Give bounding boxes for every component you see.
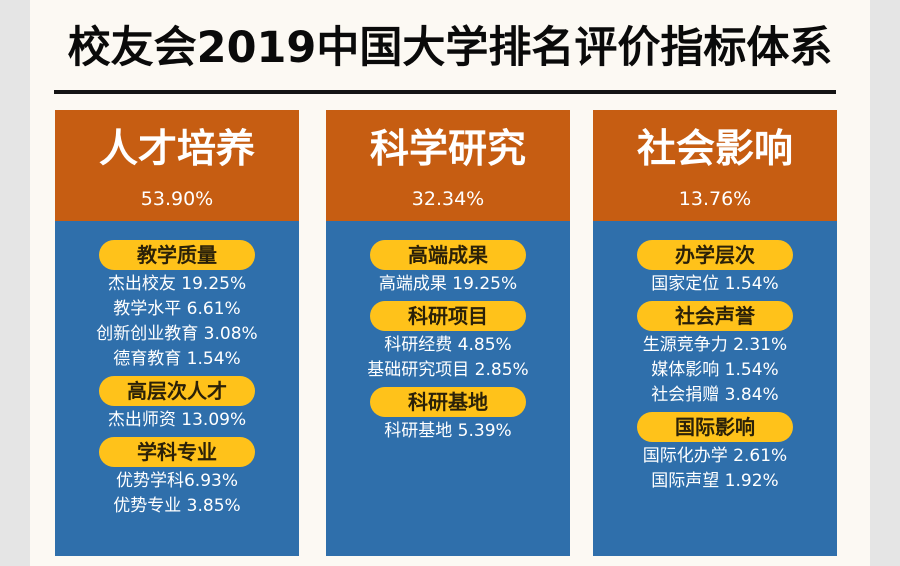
column-title: 人才培养 [98, 127, 255, 172]
column-title: 社会影响 [636, 127, 793, 172]
column-body: 办学层次 国家定位 1.54% 社会声誉 生源竞争力 2.31% 媒体影响 1.… [593, 240, 837, 498]
group-label-badge: 办学层次 [637, 240, 793, 270]
indicator-item: 教学水平 6.61% [113, 299, 241, 319]
slide: 校友会2019中国大学排名评价指标体系 人才培养 53.90% 教学质量 杰出校… [30, 0, 870, 566]
indicator-group: 学科专业 优势学科6.93% 优势专业 3.85% [55, 437, 299, 519]
title-divider [54, 90, 836, 94]
indicator-item: 媒体影响 1.54% [651, 360, 779, 380]
indicator-item: 德育教育 1.54% [113, 349, 241, 369]
indicator-group: 科研基地 科研基地 5.39% [326, 387, 570, 444]
indicator-item: 生源竞争力 2.31% [642, 335, 788, 355]
group-label-badge: 教学质量 [99, 240, 255, 270]
indicator-group: 办学层次 国家定位 1.54% [593, 240, 837, 297]
group-label-badge: 国际影响 [637, 412, 793, 442]
indicator-group: 高层次人才 杰出师资 13.09% [55, 376, 299, 433]
group-label-badge: 科研项目 [370, 301, 526, 331]
indicator-item: 国家定位 1.54% [651, 274, 779, 294]
group-label-badge: 高端成果 [370, 240, 526, 270]
indicator-item: 优势专业 3.85% [113, 496, 241, 516]
indicator-item: 科研基地 5.39% [384, 421, 512, 441]
indicator-group: 教学质量 杰出校友 19.25% 教学水平 6.61% 创新创业教育 3.08%… [55, 240, 299, 372]
indicator-item: 基础研究项目 2.85% [367, 360, 529, 380]
column-scientific-research: 科学研究 32.34% 高端成果 高端成果 19.25% 科研项目 科研经费 4… [326, 110, 570, 556]
column-social-influence: 社会影响 13.76% 办学层次 国家定位 1.54% 社会声誉 生源竞争力 2… [593, 110, 837, 556]
group-label-badge: 科研基地 [370, 387, 526, 417]
page-title: 校友会2019中国大学排名评价指标体系 [67, 23, 833, 73]
column-body: 教学质量 杰出校友 19.25% 教学水平 6.61% 创新创业教育 3.08%… [55, 240, 299, 523]
column-weight: 53.90% [140, 188, 214, 210]
indicator-item: 杰出校友 19.25% [107, 274, 247, 294]
column-weight: 32.34% [411, 188, 485, 210]
group-label-badge: 学科专业 [99, 437, 255, 467]
indicator-group: 高端成果 高端成果 19.25% [326, 240, 570, 297]
column-header: 科学研究 32.34% [326, 110, 570, 221]
column-title: 科学研究 [369, 127, 526, 172]
indicator-item: 高端成果 19.25% [378, 274, 518, 294]
indicator-group: 国际影响 国际化办学 2.61% 国际声望 1.92% [593, 412, 837, 494]
group-label-badge: 社会声誉 [637, 301, 793, 331]
indicator-group: 科研项目 科研经费 4.85% 基础研究项目 2.85% [326, 301, 570, 383]
indicator-item: 科研经费 4.85% [384, 335, 512, 355]
column-weight: 13.76% [678, 188, 752, 210]
indicator-item: 社会捐赠 3.84% [651, 385, 779, 405]
indicator-group: 社会声誉 生源竞争力 2.31% 媒体影响 1.54% 社会捐赠 3.84% [593, 301, 837, 408]
column-talent-cultivation: 人才培养 53.90% 教学质量 杰出校友 19.25% 教学水平 6.61% … [55, 110, 299, 556]
indicator-item: 国际声望 1.92% [651, 471, 779, 491]
group-label-badge: 高层次人才 [99, 376, 255, 406]
indicator-item: 杰出师资 13.09% [107, 410, 247, 430]
indicator-item: 优势学科6.93% [115, 471, 238, 491]
column-header: 人才培养 53.90% [55, 110, 299, 221]
indicator-item: 国际化办学 2.61% [642, 446, 788, 466]
indicator-item: 创新创业教育 3.08% [96, 324, 258, 344]
column-body: 高端成果 高端成果 19.25% 科研项目 科研经费 4.85% 基础研究项目 … [326, 240, 570, 448]
column-header: 社会影响 13.76% [593, 110, 837, 221]
